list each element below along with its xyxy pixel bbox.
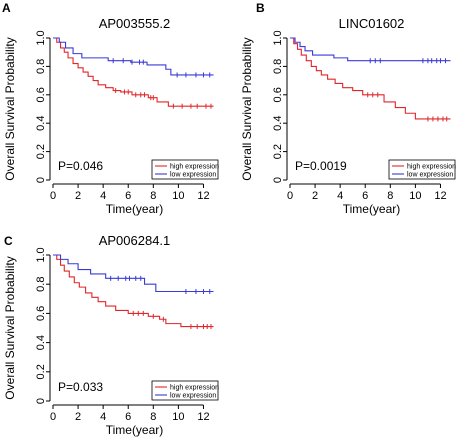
legend-box (151, 159, 219, 180)
survival-curve-low (53, 254, 214, 293)
panel-a: A AP003555.2 0 0.2 0.4 0.6 0.8 1.0 0 2 4 6 8 10 12 Time… (2, 1, 219, 216)
y-tick-label: 1.0 (35, 30, 47, 45)
panel-letter: B (256, 1, 265, 15)
x-tick-label: 0 (287, 190, 293, 202)
x-tick-label: 6 (362, 190, 368, 202)
x-axis-label: Time(year) (343, 202, 401, 216)
legend-box (151, 380, 219, 401)
p-value: P=0.0019 (295, 159, 347, 173)
y-tick-label: 0.6 (35, 306, 47, 321)
survival-curve-high (53, 254, 214, 328)
y-axis-label: Overall Survival Probability (240, 37, 254, 180)
x-tick-label: 10 (172, 411, 184, 423)
p-value: P=0.046 (58, 159, 103, 173)
y-tick-label: 0.6 (35, 87, 47, 102)
x-tick-label: 12 (434, 190, 446, 202)
y-tick-label: 1.0 (272, 30, 284, 45)
panel-b: B LINC01602 0 0.2 0.4 0.6 0.8 1.0 0 2 4 6 8 10 12 Time(… (240, 1, 456, 216)
y-axis-label: Overall Survival Probability (3, 256, 17, 399)
x-tick-label: 8 (150, 411, 156, 423)
y-tick-label: 0.2 (272, 144, 284, 159)
x-tick-label: 0 (50, 190, 56, 202)
y-tick-label: 0 (35, 398, 47, 404)
y-tick-label: 0.4 (35, 116, 47, 131)
y-tick-label: 0 (272, 177, 284, 183)
x-tick-label: 2 (75, 190, 81, 202)
x-tick-label: 12 (197, 411, 209, 423)
y-tick-label: 0.4 (272, 116, 284, 131)
x-tick-label: 0 (50, 411, 56, 423)
x-tick-label: 10 (409, 190, 421, 202)
p-value: P=0.033 (58, 380, 103, 394)
x-tick-label: 10 (172, 190, 184, 202)
y-tick-label: 0.2 (35, 144, 47, 159)
x-tick-label: 4 (337, 190, 343, 202)
chart-title: LINC01602 (339, 16, 405, 31)
legend-box (388, 159, 456, 180)
y-tick-label: 0 (35, 177, 47, 183)
x-tick-label: 6 (125, 411, 131, 423)
x-tick-label: 2 (75, 411, 81, 423)
x-axis-label: Time(year) (106, 202, 164, 216)
survival-curve-high (290, 37, 451, 120)
y-tick-label: 1.0 (35, 247, 47, 262)
legend-label: high expression (170, 163, 219, 170)
y-tick-label: 0.4 (35, 335, 47, 350)
chart-title: AP006284.1 (99, 233, 171, 248)
y-tick-label: 0.8 (35, 277, 47, 292)
y-tick-label: 0.8 (35, 59, 47, 74)
legend-label: high expression (407, 163, 456, 170)
x-tick-label: 8 (150, 190, 156, 202)
x-tick-label: 6 (125, 190, 131, 202)
x-tick-label: 8 (387, 190, 393, 202)
survival-curve-low (290, 37, 451, 62)
x-tick-label: 12 (197, 190, 209, 202)
legend-label: low expression (170, 392, 216, 399)
legend-label: high expression (170, 384, 219, 391)
panel-letter: C (4, 234, 13, 248)
survival-curve-high (53, 37, 214, 107)
y-axis-label: Overall Survival Probability (3, 37, 17, 180)
x-tick-label: 4 (100, 411, 106, 423)
panel-letter: A (2, 1, 11, 15)
chart-title: AP003555.2 (99, 16, 171, 31)
x-axis-label: Time(year) (106, 423, 164, 437)
y-tick-label: 0.8 (272, 59, 284, 74)
legend-label: low expression (407, 171, 453, 178)
panel-c: C AP006284.1 0 0.2 0.4 0.6 0.8 1.0 0 2 4 6 8 10 12 Time… (3, 233, 219, 437)
survival-curve-low (53, 37, 214, 76)
legend-label: low expression (170, 171, 216, 178)
y-tick-label: 0.2 (35, 364, 47, 379)
x-tick-label: 2 (312, 190, 318, 202)
y-tick-label: 0.6 (272, 87, 284, 102)
x-tick-label: 4 (100, 190, 106, 202)
